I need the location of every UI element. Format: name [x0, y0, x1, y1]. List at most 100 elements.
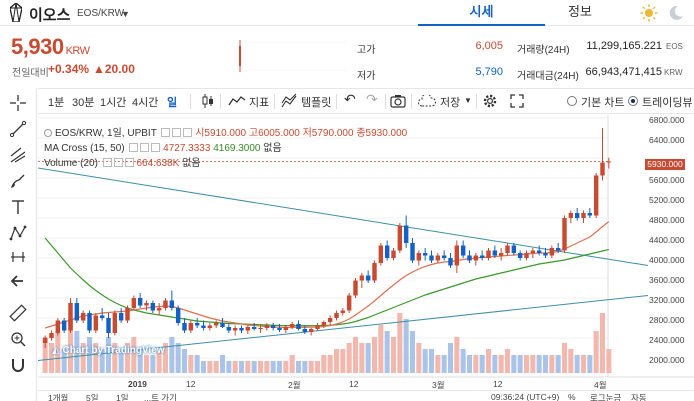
forecast-icon[interactable] [9, 248, 27, 266]
chart-toolbar: 1분 30분 1시간 4시간 일 지표 템플릿 ↶ ↷ 저장 ▼ 기본 차트 트… [38, 88, 694, 114]
volume-bar [321, 355, 327, 373]
radio-basic-chart[interactable] [567, 96, 577, 106]
volume-bar [504, 349, 511, 373]
cloud-icon[interactable] [418, 95, 436, 107]
current-price: 5,930 KRW [11, 34, 90, 60]
redo-icon[interactable]: ↷ [366, 91, 378, 107]
coin-pair[interactable]: EOS/KRW [77, 8, 125, 19]
eye-icon[interactable] [161, 128, 171, 137]
chart-canvas[interactable] [38, 115, 694, 401]
y-tick: 4400.000 [649, 235, 685, 245]
candlestick-icon[interactable] [200, 93, 216, 109]
pattern-icon[interactable] [9, 224, 27, 242]
trendline-icon[interactable] [9, 120, 27, 138]
range-5d[interactable]: 5일 [86, 393, 99, 401]
eye-icon[interactable] [102, 158, 112, 167]
low-value: 5,790 [475, 66, 503, 78]
volume-bar [352, 337, 359, 373]
range-1d[interactable]: 1일 [116, 393, 129, 401]
candle-body [55, 320, 61, 333]
indicator-icon[interactable] [228, 94, 246, 108]
y-tick: 4000.000 [649, 255, 685, 265]
legend-low: 저5790.000 [302, 128, 354, 139]
save-button[interactable]: 저장 [440, 97, 461, 109]
interval-1h[interactable]: 1시간 [100, 97, 127, 109]
crosshair-icon[interactable] [9, 94, 27, 112]
price-chart[interactable]: EOS/KRW, 1일, UPBIT 시5910.000 고6005.000 저… [38, 115, 694, 401]
interval-4h[interactable]: 4시간 [132, 97, 159, 109]
magnet-icon[interactable] [9, 356, 27, 374]
arrow-left-icon[interactable] [9, 272, 27, 290]
chevron-down-icon[interactable]: ▼ [121, 9, 130, 19]
divider [220, 94, 221, 109]
radio-tradingview[interactable] [628, 96, 638, 106]
volume-bar [409, 331, 416, 373]
volume-bar [314, 361, 321, 373]
candle-body [505, 245, 510, 253]
camera-icon[interactable] [390, 94, 406, 108]
volume-bar [511, 355, 517, 373]
legend-volume: Volume (20) 664.638K 없음 [44, 154, 201, 169]
log-toggle[interactable]: 로그눈금 [590, 393, 622, 401]
goto-date[interactable]: ...트 가기 [144, 393, 177, 401]
undo-icon[interactable]: ↶ [344, 91, 356, 107]
volume-bar [447, 343, 454, 373]
volume-unit: EOS [666, 42, 683, 51]
sun-icon[interactable] [640, 4, 658, 22]
fullscreen-icon[interactable] [510, 94, 524, 108]
tab-info[interactable]: 정보 [568, 4, 592, 19]
percent-toggle[interactable]: % [568, 392, 576, 401]
range-1m[interactable]: 1개월 [48, 393, 69, 401]
moon-icon[interactable] [668, 5, 684, 21]
candle-body [245, 327, 251, 331]
volume-bar [264, 361, 270, 373]
candle-body [321, 322, 327, 326]
gear-icon[interactable] [172, 128, 182, 137]
volume-bar [568, 349, 574, 373]
interval-1d[interactable]: 일 [167, 97, 178, 109]
zoom-icon[interactable] [9, 330, 27, 348]
divider [336, 94, 337, 109]
close-icon[interactable] [124, 158, 134, 167]
template-icon[interactable] [281, 93, 297, 109]
volume-bar [466, 355, 473, 373]
interval-1m[interactable]: 1분 [48, 97, 65, 109]
coin-name[interactable]: 이오스 [29, 7, 71, 24]
volume-bar [238, 361, 245, 373]
candle-body [302, 329, 308, 332]
template-button[interactable]: 템플릿 [301, 97, 332, 109]
fork-icon[interactable] [9, 146, 27, 164]
trendline-descending [38, 167, 649, 266]
gear-icon[interactable] [482, 93, 498, 109]
interval-30m[interactable]: 30분 [72, 97, 95, 109]
gear-icon[interactable] [140, 143, 150, 152]
chevron-down-icon[interactable]: ▼ [464, 96, 472, 105]
candle-body [473, 255, 479, 261]
volume-bar [112, 343, 118, 373]
candle-body [562, 218, 567, 251]
amount-unit: KRW [664, 68, 683, 77]
basic-chart-label[interactable]: 기본 차트 [581, 97, 625, 109]
change-label: 전일대비 [12, 68, 49, 79]
candle-body [346, 295, 352, 311]
current-price-tag: 5930.000 [645, 159, 685, 170]
volume-bar [67, 319, 74, 373]
gear-icon[interactable] [113, 158, 123, 167]
text-icon[interactable] [9, 198, 27, 216]
eye-icon[interactable] [129, 143, 139, 152]
ruler-icon[interactable] [9, 304, 27, 322]
tradingview-label[interactable]: 트레이딩뷰 [642, 97, 693, 109]
tab-sise[interactable]: 시세 [418, 0, 545, 26]
auto-toggle[interactable]: 자동 [631, 393, 647, 401]
volume-label: 거래량(24H) [517, 45, 570, 56]
candle-body [600, 162, 605, 176]
indicator-button[interactable]: 지표 [249, 97, 270, 109]
volume-bar [340, 349, 346, 373]
candle-body [213, 323, 219, 326]
close-icon[interactable] [183, 128, 193, 137]
brush-icon[interactable] [9, 172, 27, 190]
close-icon[interactable] [151, 143, 161, 152]
volume-bar [219, 355, 226, 373]
candle-body [365, 275, 371, 281]
volume-bar [181, 349, 188, 373]
